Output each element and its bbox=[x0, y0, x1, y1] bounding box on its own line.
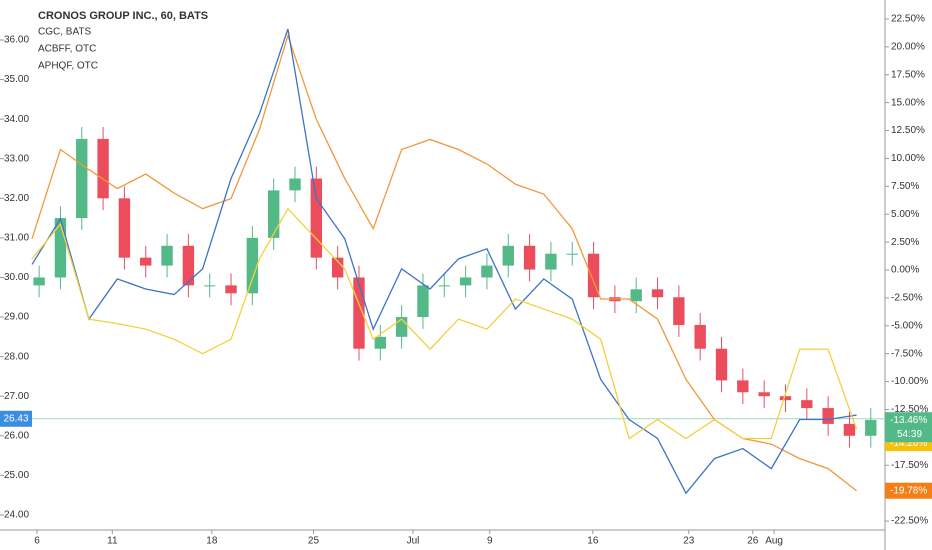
y2-tick-label: -2.50% bbox=[891, 293, 923, 304]
x-tick-label: 18 bbox=[206, 536, 218, 547]
x-tick-label: Jul bbox=[407, 536, 420, 547]
candle-body bbox=[204, 285, 216, 287]
candle-body bbox=[331, 257, 344, 278]
y2-tick-label: 15.00% bbox=[891, 97, 925, 108]
legend-entry: CGC, BATS bbox=[38, 27, 91, 38]
candle-body bbox=[459, 277, 472, 286]
candle-body bbox=[587, 253, 600, 298]
candle-body bbox=[97, 138, 109, 199]
x-tick-label: 6 bbox=[34, 536, 40, 547]
candle-body bbox=[395, 317, 408, 337]
candle-body bbox=[267, 190, 280, 238]
y2-tick-label: -10.00% bbox=[891, 376, 928, 387]
legend-entry: ACBFF, OTC bbox=[38, 44, 96, 55]
candle-body bbox=[438, 285, 450, 287]
candle-body bbox=[630, 289, 642, 302]
series-line bbox=[31, 207, 858, 440]
candle-body bbox=[865, 419, 877, 436]
price-tag-label: -14.26% bbox=[890, 438, 927, 449]
y-tick-label: 31.00 bbox=[4, 233, 29, 244]
y-tick-label: 25.00 bbox=[4, 470, 29, 481]
candle-body bbox=[54, 218, 67, 278]
price-tag-label: -19.78% bbox=[890, 485, 927, 496]
y-tick-label: 35.00 bbox=[4, 74, 29, 85]
series-line bbox=[31, 33, 857, 492]
candle-body bbox=[651, 289, 664, 298]
price-tag bbox=[885, 482, 932, 499]
y2-tick-label: 5.00% bbox=[891, 209, 919, 220]
x-tick-label: 16 bbox=[587, 536, 599, 547]
candle-body bbox=[118, 198, 131, 258]
y-tick-label: 29.00 bbox=[4, 312, 29, 323]
y2-tick-label: 20.00% bbox=[891, 42, 925, 53]
chart-title: CRONOS GROUP INC., 60, BATS bbox=[38, 10, 208, 22]
candle-body bbox=[843, 423, 856, 436]
candle-body bbox=[801, 400, 813, 409]
x-tick-label: 9 bbox=[487, 536, 493, 547]
candle-body bbox=[758, 392, 770, 397]
countdown-tag bbox=[885, 426, 932, 443]
last-price-tag bbox=[0, 410, 32, 427]
y2-tick-label: -12.50% bbox=[891, 404, 928, 415]
x-tick-label: 26 bbox=[747, 536, 759, 547]
candle-body bbox=[673, 297, 685, 325]
legend: CRONOS GROUP INC., 60, BATS CGC, BATS AC… bbox=[38, 10, 208, 72]
y2-tick-label: 0.00% bbox=[891, 265, 919, 276]
candle-body bbox=[779, 396, 792, 401]
candle-body bbox=[481, 265, 493, 278]
y2-tick-label: 12.50% bbox=[891, 125, 925, 136]
candle-body bbox=[417, 285, 429, 318]
candle-body bbox=[246, 237, 259, 294]
candle-body bbox=[76, 138, 88, 219]
y-tick-label: 36.00 bbox=[4, 35, 29, 46]
candle-body bbox=[566, 253, 578, 255]
last-price-label: 26.43 bbox=[3, 413, 28, 424]
candle-body bbox=[737, 380, 749, 393]
y2-tick-label: 10.00% bbox=[891, 153, 925, 164]
price-tag bbox=[885, 412, 932, 429]
candle-body bbox=[225, 285, 237, 294]
candle-body bbox=[715, 348, 728, 381]
y-tick-label: 27.00 bbox=[4, 391, 29, 402]
x-tick-label: 11 bbox=[107, 536, 118, 547]
candle-body bbox=[502, 245, 514, 266]
y2-tick-label: -5.00% bbox=[891, 320, 923, 331]
y2-tick-label: -7.50% bbox=[891, 348, 923, 359]
y2-tick-label: -17.50% bbox=[891, 460, 928, 471]
candle-body bbox=[182, 245, 195, 286]
y2-tick-label: 2.50% bbox=[891, 237, 919, 248]
x-tick-label: 25 bbox=[308, 536, 320, 547]
candle-body bbox=[353, 277, 365, 349]
candle-body bbox=[545, 253, 557, 270]
countdown: 54:39 bbox=[897, 429, 922, 440]
candle-body bbox=[694, 324, 706, 349]
candle-body bbox=[289, 178, 301, 191]
price-tag-label: -13.46% bbox=[890, 415, 927, 426]
candle-body bbox=[822, 408, 834, 424]
x-tick-label: 23 bbox=[683, 536, 695, 547]
y-tick-label: 28.00 bbox=[4, 351, 29, 362]
candle-body bbox=[140, 257, 152, 266]
y-tick-label: 30.00 bbox=[4, 272, 29, 283]
candle-body bbox=[523, 245, 536, 270]
y-tick-label: 33.00 bbox=[4, 153, 29, 164]
candle-body bbox=[33, 277, 45, 286]
y-tick-label: 24.00 bbox=[4, 510, 29, 521]
y-tick-label: 26.00 bbox=[4, 430, 29, 441]
candle-body bbox=[310, 178, 323, 258]
candle-body bbox=[374, 336, 386, 349]
y2-tick-label: 7.50% bbox=[891, 181, 919, 192]
y2-tick-label: 17.50% bbox=[891, 69, 925, 80]
series-line bbox=[31, 28, 857, 495]
y-tick-label: 34.00 bbox=[4, 114, 29, 125]
y2-tick-label: 22.50% bbox=[891, 14, 925, 25]
y2-tick-label: -22.50% bbox=[891, 516, 928, 527]
x-tick-label: Aug bbox=[765, 536, 783, 547]
candle-body bbox=[161, 245, 173, 266]
y-tick-label: 32.00 bbox=[4, 193, 29, 204]
legend-entry: APHQF, OTC bbox=[38, 61, 98, 72]
